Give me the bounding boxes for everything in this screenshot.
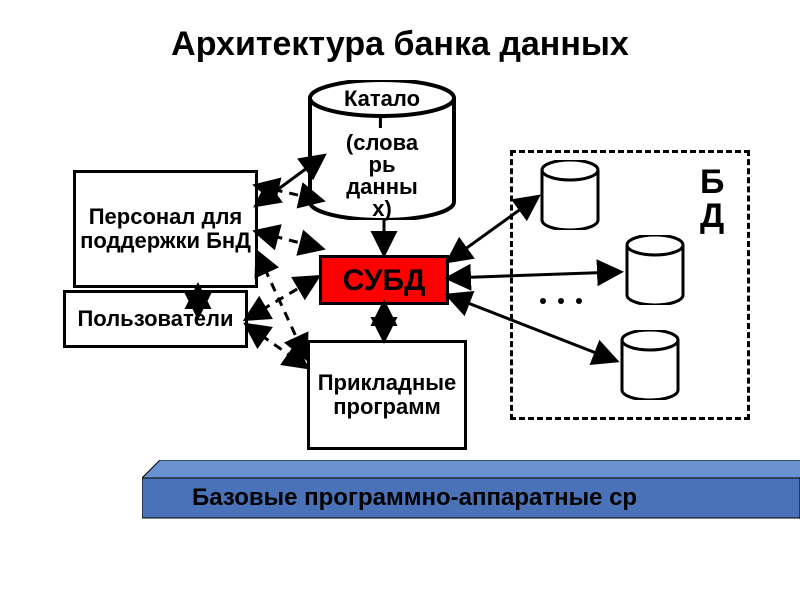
users-label: Пользователи bbox=[77, 307, 233, 331]
platform-label: Базовые программно-аппаратные ср bbox=[192, 484, 637, 512]
bd-label: Б Д bbox=[700, 165, 724, 233]
page-title: Архитектура банка данных bbox=[0, 25, 800, 64]
db-cylinder-2 bbox=[620, 330, 680, 400]
personnel-label: Персонал для поддержки БнД bbox=[80, 205, 251, 253]
bd-label-line2: Д bbox=[700, 199, 724, 233]
db-cylinder-1 bbox=[625, 235, 685, 305]
subd-label: СУБД bbox=[343, 264, 426, 297]
catalog-cylinder: Катало г (слова рь данны х) bbox=[307, 80, 457, 220]
apps-box: Прикладные программ bbox=[307, 340, 467, 450]
bd-label-line1: Б bbox=[700, 165, 724, 199]
apps-label: Прикладные программ bbox=[314, 371, 460, 419]
subd-box: СУБД bbox=[319, 255, 449, 305]
db-cylinder-0 bbox=[540, 160, 600, 230]
users-box: Пользователи bbox=[63, 290, 248, 348]
personnel-box: Персонал для поддержки БнД bbox=[73, 170, 258, 288]
